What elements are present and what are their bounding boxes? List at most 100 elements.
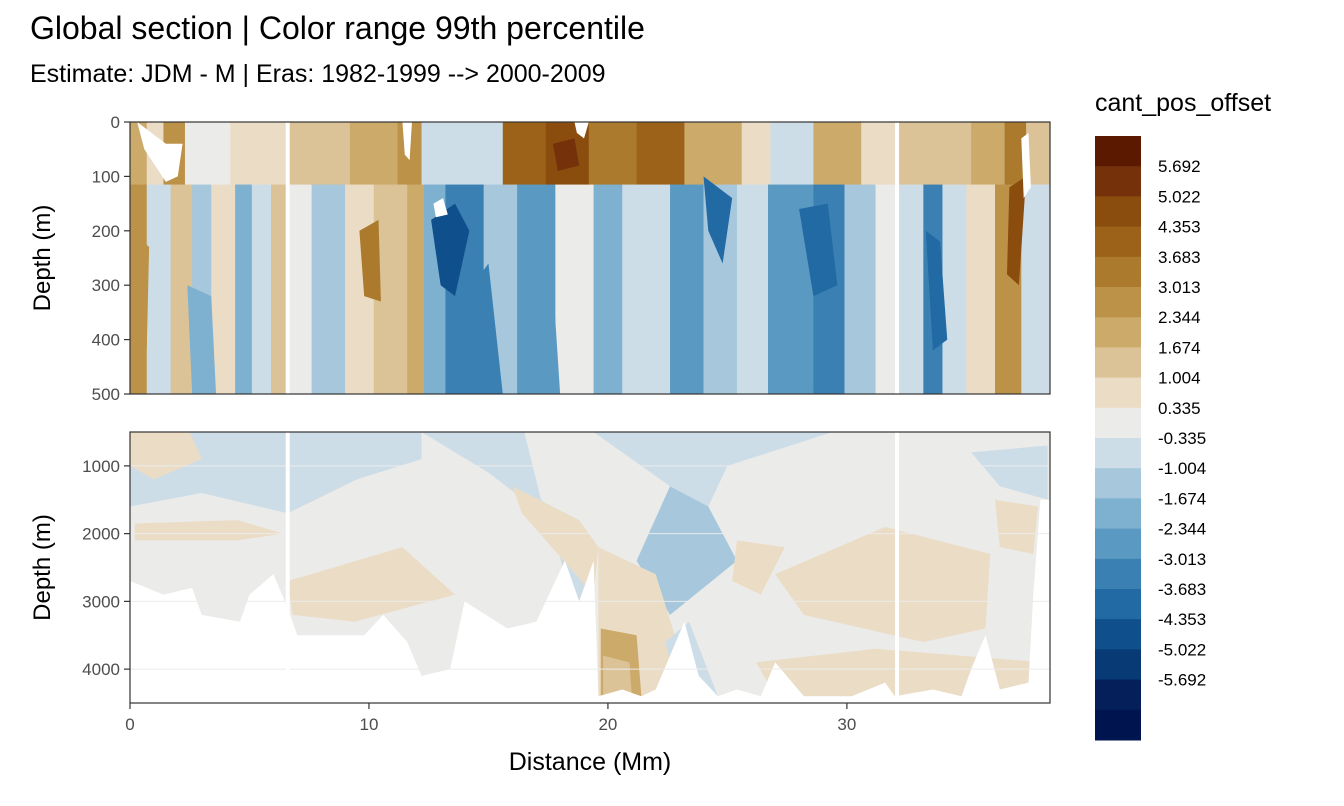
legend-swatch bbox=[1095, 287, 1141, 318]
y-tick-label: 100 bbox=[92, 167, 120, 186]
legend-swatch bbox=[1095, 166, 1141, 197]
upper-surface-band bbox=[636, 122, 685, 185]
legend-swatch bbox=[1095, 317, 1141, 348]
upper-surface-band bbox=[349, 122, 399, 185]
legend-swatch bbox=[1095, 558, 1141, 590]
lower-panel-border bbox=[129, 431, 1051, 704]
upper-panel-border bbox=[129, 121, 1051, 395]
y-tick-label: 4000 bbox=[82, 660, 120, 679]
upper-band bbox=[170, 122, 193, 394]
upper-feature bbox=[359, 219, 381, 302]
y-tick-label: 300 bbox=[92, 276, 120, 295]
y-axis-title: Depth (m) bbox=[29, 205, 56, 312]
upper-feature bbox=[1006, 176, 1027, 286]
upper-surface-band bbox=[1026, 122, 1050, 185]
y-tick-label: 3000 bbox=[82, 592, 120, 611]
legend-label: 1.004 bbox=[1158, 369, 1201, 388]
no-data-area bbox=[402, 122, 412, 161]
lower-feature bbox=[134, 520, 283, 541]
legend-label: 3.013 bbox=[1158, 278, 1201, 297]
legend-swatch bbox=[1095, 589, 1141, 620]
upper-feature bbox=[132, 230, 150, 351]
legend-swatch bbox=[1095, 709, 1141, 741]
upper-field bbox=[130, 122, 1050, 394]
upper-feature bbox=[187, 285, 217, 394]
x-axis-title: Distance (Mm) bbox=[509, 748, 672, 776]
upper-surface-band bbox=[770, 122, 815, 185]
chart-subtitle: Estimate: JDM - M | Eras: 1982-1999 --> … bbox=[30, 60, 606, 88]
legend-swatch bbox=[1095, 619, 1141, 650]
x-tick-label: 30 bbox=[837, 715, 856, 734]
y-tick-label: 0 bbox=[111, 113, 120, 132]
upper-surface-band bbox=[971, 122, 1006, 185]
upper-surface-band bbox=[230, 122, 289, 185]
legend-swatch bbox=[1095, 498, 1141, 530]
lower-feature bbox=[995, 499, 1039, 554]
axes: 0 100 200 300 400 500 1000 2000 3000 4000 Depth (m… bbox=[29, 113, 1051, 776]
legend-label: -5.692 bbox=[1158, 671, 1206, 690]
upper-feature bbox=[799, 203, 838, 297]
upper-feature bbox=[775, 339, 809, 394]
legend-swatch bbox=[1095, 347, 1141, 379]
legend-label: -1.674 bbox=[1158, 489, 1206, 508]
upper-feature bbox=[431, 203, 470, 297]
gap-line bbox=[285, 122, 290, 394]
lower-feature bbox=[603, 655, 632, 697]
lower-field bbox=[130, 432, 1050, 703]
legend-label: 3.683 bbox=[1158, 248, 1201, 267]
y-tick-label: 2000 bbox=[82, 525, 120, 544]
upper-feature bbox=[552, 138, 580, 171]
y-axis-title: Depth (m) bbox=[29, 514, 56, 621]
legend-label: -3.683 bbox=[1158, 580, 1206, 599]
no-data-area bbox=[433, 198, 448, 218]
lower-feature bbox=[287, 547, 455, 622]
gap-line bbox=[895, 122, 900, 394]
legend-swatch bbox=[1095, 196, 1141, 228]
upper-surface-band bbox=[502, 122, 547, 185]
lower-feature bbox=[512, 486, 599, 595]
legend-label: -2.344 bbox=[1158, 520, 1206, 539]
legend-swatch bbox=[1095, 438, 1141, 469]
upper-band bbox=[270, 122, 289, 394]
upper-band bbox=[407, 122, 425, 394]
y-tick-label: 1000 bbox=[82, 457, 120, 476]
upper-feature bbox=[464, 263, 503, 394]
legend-label: 4.353 bbox=[1158, 218, 1201, 237]
legend-label: 5.692 bbox=[1158, 157, 1201, 176]
upper-band bbox=[875, 122, 898, 394]
y-tick-label: 400 bbox=[92, 331, 120, 350]
legend-label: -1.004 bbox=[1158, 459, 1206, 478]
upper-panel bbox=[130, 122, 1050, 394]
legend-label: 0.335 bbox=[1158, 399, 1201, 418]
upper-surface-band bbox=[588, 122, 638, 185]
upper-feature bbox=[526, 247, 561, 394]
legend-label: 5.022 bbox=[1158, 187, 1201, 206]
legend-swatch bbox=[1095, 377, 1141, 409]
upper-surface-band bbox=[184, 122, 231, 185]
upper-surface-band bbox=[1004, 122, 1027, 185]
legend-label: -0.335 bbox=[1158, 429, 1206, 448]
x-tick-label: 20 bbox=[598, 715, 617, 734]
legend-swatch bbox=[1095, 468, 1141, 499]
legend-swatch bbox=[1095, 256, 1141, 288]
gap-line bbox=[895, 432, 900, 703]
x-tick-label: 10 bbox=[360, 715, 379, 734]
lower-feature bbox=[130, 432, 202, 480]
upper-surface-band bbox=[813, 122, 862, 185]
lower-feature bbox=[130, 432, 422, 514]
legend-swatch bbox=[1095, 649, 1141, 681]
upper-surface-band bbox=[287, 122, 351, 185]
no-data-area bbox=[1021, 132, 1031, 199]
y-tick-label: 500 bbox=[92, 385, 120, 404]
legend-label: -3.013 bbox=[1158, 550, 1206, 569]
y-tick-label: 200 bbox=[92, 222, 120, 241]
upper-surface-band bbox=[741, 122, 772, 185]
chart-title: Global section | Color range 99th percen… bbox=[30, 10, 645, 46]
no-data-area bbox=[137, 122, 183, 182]
legend-swatch bbox=[1095, 407, 1141, 439]
lower-feature bbox=[775, 526, 991, 643]
legend-label: 2.344 bbox=[1158, 308, 1201, 327]
upper-band bbox=[235, 122, 253, 394]
legend-label: -5.022 bbox=[1158, 640, 1206, 659]
